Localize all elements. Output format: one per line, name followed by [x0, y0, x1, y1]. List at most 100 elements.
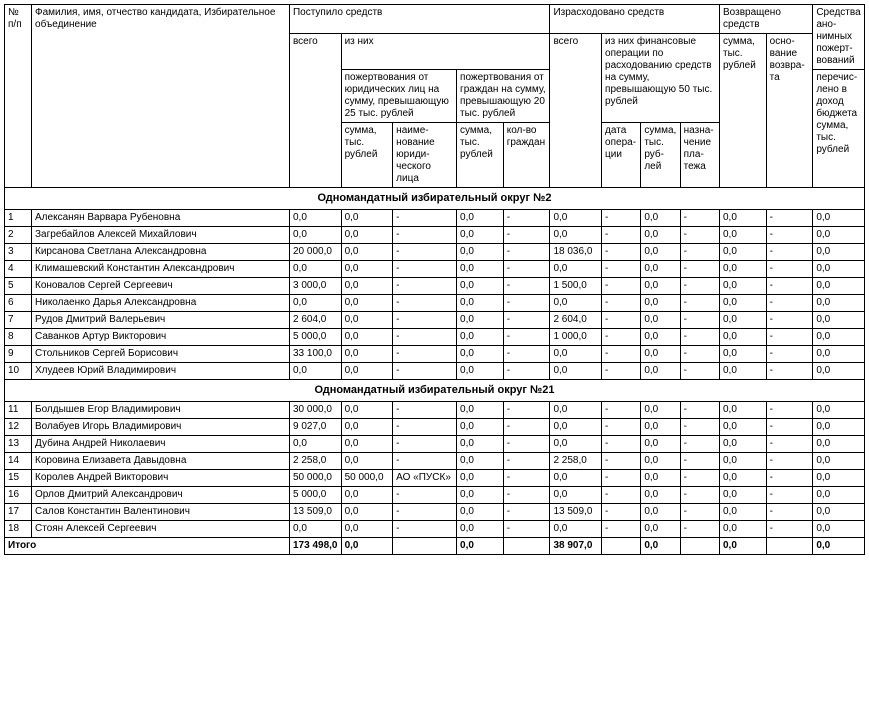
col-finops: из них финансовые операции по расходован… — [602, 34, 720, 123]
cell-value: - — [680, 453, 719, 470]
cell-value: - — [766, 436, 813, 453]
cell-num: 18 — [5, 521, 32, 538]
cell-value: - — [393, 227, 457, 244]
cell-value: - — [602, 402, 641, 419]
cell-value: - — [503, 436, 550, 453]
cell-value: 0,0 — [289, 436, 341, 453]
col-citizen-sum: сум­ма, тыс. руб­лей — [457, 123, 504, 188]
cell-value: 0,0 — [341, 278, 393, 295]
table-row: 13Дубина Андрей Николаевич0,00,0-0,0-0,0… — [5, 436, 865, 453]
cell-value: 0,0 — [289, 521, 341, 538]
cell-value: 0,0 — [341, 453, 393, 470]
cell-value: - — [680, 402, 719, 419]
cell-num: 14 — [5, 453, 32, 470]
cell-value: 0,0 — [719, 227, 766, 244]
cell-value: 2 604,0 — [289, 312, 341, 329]
cell-name: Волабуев Игорь Владимирович — [32, 419, 290, 436]
cell-num: 15 — [5, 470, 32, 487]
cell-value: 9 027,0 — [289, 419, 341, 436]
col-num: № п/п — [5, 5, 32, 188]
cell-value: 0,0 — [719, 419, 766, 436]
cell-value: 30 000,0 — [289, 402, 341, 419]
cell-value: - — [602, 504, 641, 521]
table-row: 1Алексанян Варвара Рубеновна0,00,0-0,0-0… — [5, 210, 865, 227]
cell-num: 13 — [5, 436, 32, 453]
cell-value: 0,0 — [813, 346, 865, 363]
cell-name: Хлудеев Юрий Владимирович — [32, 363, 290, 380]
cell-value: - — [503, 278, 550, 295]
cell-value: 33 100,0 — [289, 346, 341, 363]
cell-value: 0,0 — [550, 363, 602, 380]
total-row: Итого173 498,00,00,038 907,00,00,00,0 — [5, 538, 865, 555]
cell-value: - — [503, 312, 550, 329]
cell-value: - — [503, 487, 550, 504]
table-row: 6Николаенко Дарья Александровна0,00,0-0,… — [5, 295, 865, 312]
table-row: 3Кирсанова Светлана Александровна20 000,… — [5, 244, 865, 261]
cell-value: - — [393, 244, 457, 261]
cell-value: 0,0 — [550, 470, 602, 487]
col-op-date: дата опе­ра­ции — [602, 123, 641, 188]
cell-name: Королев Андрей Викторович — [32, 470, 290, 487]
cell-total-value: 0,0 — [641, 538, 680, 555]
cell-value: 0,0 — [813, 419, 865, 436]
cell-name: Рудов Дмитрий Валерьевич — [32, 312, 290, 329]
cell-value: - — [602, 521, 641, 538]
cell-value: 3 000,0 — [289, 278, 341, 295]
cell-value: - — [393, 295, 457, 312]
cell-num: 7 — [5, 312, 32, 329]
cell-total-value: 38 907,0 — [550, 538, 602, 555]
cell-value: 0,0 — [813, 436, 865, 453]
cell-value: - — [766, 295, 813, 312]
cell-name: Болдышев Егор Владимирович — [32, 402, 290, 419]
col-spent: Израсходовано средств — [550, 5, 720, 34]
cell-value: 0,0 — [457, 470, 504, 487]
cell-value: 0,0 — [813, 504, 865, 521]
col-citizen: пожертво­вания от граждан на сумму, прев… — [457, 70, 550, 123]
cell-value: 0,0 — [719, 295, 766, 312]
cell-value: 0,0 — [457, 295, 504, 312]
cell-value: 0,0 — [457, 346, 504, 363]
cell-value: 0,0 — [641, 521, 680, 538]
cell-value: 0,0 — [550, 521, 602, 538]
col-spent-total: всего — [550, 34, 602, 188]
cell-value: - — [766, 402, 813, 419]
cell-value: - — [602, 261, 641, 278]
cell-value: 0,0 — [550, 346, 602, 363]
cell-name: Коновалов Сергей Сергеевич — [32, 278, 290, 295]
col-op-purpose: на­зна­че­ние пла­тежа — [680, 123, 719, 188]
cell-total-value — [680, 538, 719, 555]
cell-value: 0,0 — [341, 295, 393, 312]
cell-value: 0,0 — [341, 312, 393, 329]
cell-value: - — [393, 521, 457, 538]
cell-value: - — [680, 227, 719, 244]
cell-name: Климашевский Константин Александро­вич — [32, 261, 290, 278]
cell-value: 0,0 — [550, 295, 602, 312]
cell-value: 0,0 — [341, 346, 393, 363]
cell-value: - — [602, 487, 641, 504]
cell-value: 0,0 — [813, 470, 865, 487]
cell-value: - — [393, 261, 457, 278]
cell-value: 0,0 — [341, 261, 393, 278]
cell-value: 0,0 — [641, 278, 680, 295]
cell-name: Орлов Дмитрий Александрович — [32, 487, 290, 504]
financial-report-table: № п/п Фамилия, имя, отчество кандидата, … — [4, 4, 865, 555]
cell-value: 0,0 — [341, 436, 393, 453]
cell-name: Дубина Андрей Николаевич — [32, 436, 290, 453]
section-header-row: Одномандатный избирательный округ №2 — [5, 188, 865, 210]
cell-value: 0,0 — [719, 261, 766, 278]
cell-value: - — [602, 453, 641, 470]
cell-value: - — [503, 504, 550, 521]
cell-value: 0,0 — [719, 487, 766, 504]
cell-value: - — [602, 470, 641, 487]
cell-value: 0,0 — [341, 487, 393, 504]
cell-value: АО «ПУСК» — [393, 470, 457, 487]
cell-value: 0,0 — [457, 504, 504, 521]
col-legal-name: наиме­нование юриди­ческого лица — [393, 123, 457, 188]
cell-value: 0,0 — [457, 419, 504, 436]
cell-value: - — [602, 419, 641, 436]
table-row: 8Саванков Артур Викторович5 000,00,0-0,0… — [5, 329, 865, 346]
cell-num: 16 — [5, 487, 32, 504]
cell-value: - — [602, 363, 641, 380]
cell-value: 2 604,0 — [550, 312, 602, 329]
cell-name: Стольников Сергей Борисович — [32, 346, 290, 363]
